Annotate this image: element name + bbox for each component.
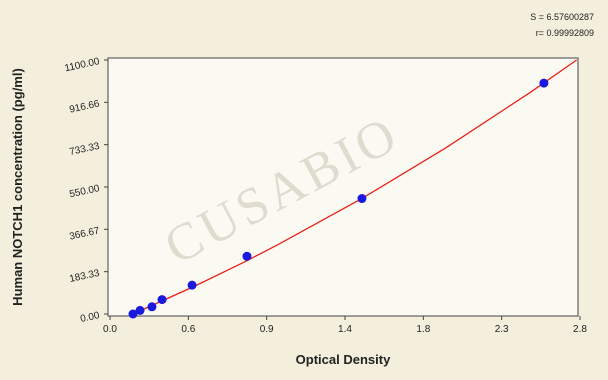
y-tick-label: 733.33	[68, 141, 101, 158]
y-tick-label: 916.66	[68, 98, 101, 115]
y-tick-label: 366.67	[68, 225, 101, 242]
data-point	[187, 280, 197, 290]
x-tick-label: 0.9	[260, 324, 274, 335]
x-tick-label: 2.3	[495, 324, 509, 335]
y-axis-title: Human NOTCH1 concentration (pg/ml)	[10, 68, 25, 306]
plot-area	[107, 57, 579, 317]
data-point	[135, 305, 145, 315]
data-point	[128, 309, 138, 319]
y-tick-label: 550.00	[68, 183, 101, 200]
data-point	[157, 295, 167, 305]
data-point	[147, 302, 157, 312]
annotation: r= 0.99992809	[536, 28, 594, 38]
x-tick-label: 0.0	[103, 324, 117, 335]
data-point	[242, 251, 252, 261]
annotation: S = 6.57600287	[530, 12, 594, 22]
data-point	[539, 78, 549, 88]
x-tick-label: 1.4	[338, 324, 352, 335]
y-tick-label: 0.00	[79, 310, 101, 325]
data-point	[357, 194, 367, 204]
y-tick-label: 1100.00	[64, 56, 101, 74]
y-tick-label: 183.33	[68, 268, 101, 285]
x-tick-label: 2.8	[573, 324, 587, 335]
x-tick-label: 0.6	[181, 324, 195, 335]
x-axis-title: Optical Density	[296, 352, 391, 367]
fit-curve	[133, 59, 578, 315]
x-tick-label: 1.8	[416, 324, 430, 335]
